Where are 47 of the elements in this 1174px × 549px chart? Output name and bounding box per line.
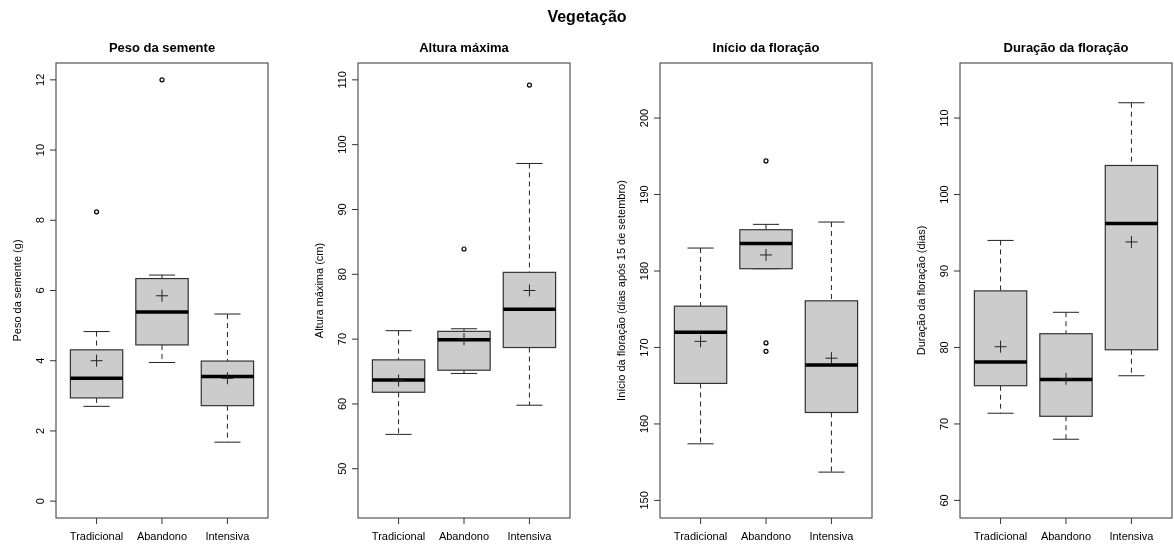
- y-tick-label: 180: [638, 261, 650, 281]
- y-tick-label: 110: [336, 71, 348, 89]
- y-tick-label: 60: [336, 397, 348, 411]
- y-tick-label: 2: [34, 427, 46, 434]
- y-tick-label: 90: [938, 264, 950, 278]
- x-tick-label: Abandono: [438, 530, 490, 542]
- chart-title: Início da floração: [712, 40, 820, 55]
- x-tick-label: Tradicional: [973, 530, 1028, 542]
- y-tick-label: 80: [336, 268, 348, 281]
- y-tick-label: 50: [336, 462, 348, 475]
- y-tick-label: 100: [938, 185, 950, 204]
- y-tick-label: 160: [638, 414, 650, 434]
- x-tick-label: Abandono: [136, 530, 188, 542]
- x-tick-label: Tradicional: [673, 530, 728, 542]
- y-axis-title: Duração da floração (dias): [915, 225, 927, 356]
- y-tick-label: 12: [34, 73, 46, 86]
- x-tick-label: Intensiva: [1109, 530, 1155, 542]
- y-tick-label: 0: [34, 498, 46, 505]
- y-tick-label: 90: [336, 203, 348, 216]
- y-tick-label: 6: [34, 287, 46, 294]
- y-tick-label: 190: [638, 185, 650, 204]
- x-tick-label: Intensiva: [205, 530, 251, 542]
- x-tick-label: Abandono: [1040, 530, 1092, 542]
- y-tick-label: 110: [938, 109, 950, 127]
- y-tick-label: 4: [34, 357, 46, 364]
- y-axis-title: Altura máxima (cm): [313, 242, 325, 339]
- chart-title: Peso da semente: [108, 40, 216, 55]
- text: Vegetação: [547, 8, 627, 25]
- y-tick-label: 100: [336, 135, 348, 154]
- y-axis-title: Início da floração (dias após 15 de setembro): [615, 180, 627, 401]
- y-tick-label: 80: [938, 341, 950, 354]
- x-tick-label: Intensiva: [507, 530, 553, 542]
- x-tick-label: Tradicional: [69, 530, 124, 542]
- chart-title: Altura máxima: [419, 40, 510, 55]
- x-tick-label: Tradicional: [371, 530, 426, 542]
- y-tick-label: 8: [34, 217, 46, 224]
- y-tick-label: 70: [938, 417, 950, 431]
- x-tick-label: Intensiva: [809, 530, 855, 542]
- y-tick-label: 70: [336, 332, 348, 346]
- y-tick-label: 200: [638, 108, 650, 128]
- y-tick-label: 10: [34, 143, 46, 157]
- chart-title: Duração da floração: [1003, 40, 1129, 55]
- y-tick-label: 170: [638, 338, 650, 357]
- y-tick-label: 60: [938, 494, 950, 507]
- y-axis-title: Peso da semente (g): [11, 239, 23, 342]
- x-tick-label: Abandono: [740, 530, 792, 542]
- y-tick-label: 150: [638, 491, 650, 510]
